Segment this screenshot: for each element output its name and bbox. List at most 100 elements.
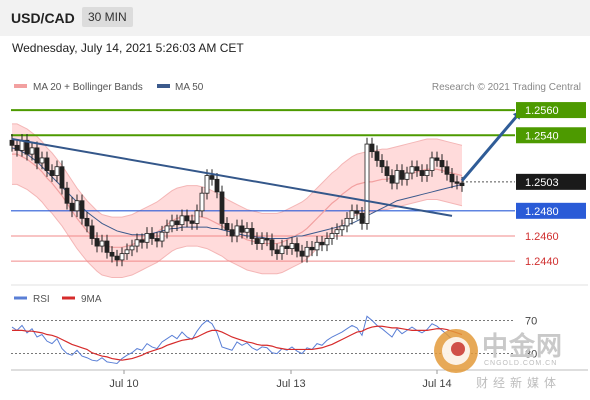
timeframe-button[interactable]: 30 MIN <box>82 7 133 27</box>
candle-body <box>189 220 195 224</box>
level-label-1.2540: 1.2540 <box>525 130 559 142</box>
candle-body <box>319 241 325 246</box>
projection-arrow-line <box>460 109 524 182</box>
candle-body <box>124 249 130 255</box>
candle-body <box>439 160 445 168</box>
candle-body <box>354 210 360 214</box>
candle-body <box>239 225 245 233</box>
level-labels-layer: 1.2560 1.2540 1.2503 1.2480 1.2460 1.2440 <box>516 102 586 268</box>
candle-body <box>119 253 125 261</box>
candle-body <box>129 245 135 251</box>
candle-body <box>299 250 305 257</box>
candle-body <box>344 217 350 227</box>
watermark-url: CNGOLD.COM.CN <box>484 360 558 367</box>
watermark-text: 中金网 <box>482 331 564 361</box>
candle-body <box>304 246 310 257</box>
candle-body <box>149 233 155 239</box>
candle-body <box>309 246 315 251</box>
candle-body <box>334 229 340 234</box>
candle-body <box>89 225 95 239</box>
legend-9ma: 9MA <box>81 294 102 305</box>
candle-body <box>54 166 60 176</box>
candle-body <box>144 233 150 243</box>
candle-body <box>389 175 395 184</box>
candle-body <box>199 192 205 212</box>
candles-layer <box>9 134 465 267</box>
candle-body <box>294 243 300 252</box>
candle-body <box>364 143 370 224</box>
legend-ma50: MA 50 <box>175 82 204 93</box>
datetime-label: Wednesday, July 14, 2021 5:26:03 AM CET <box>12 41 244 55</box>
candle-body <box>434 157 440 161</box>
candle-body <box>424 170 430 176</box>
candle-body <box>254 238 260 244</box>
candle-body <box>109 251 115 257</box>
candle-body <box>399 170 405 180</box>
candle-body <box>419 170 425 176</box>
candle-body <box>284 245 290 249</box>
candle-body <box>174 220 180 226</box>
symbol-label: USD/CAD <box>11 10 75 26</box>
candle-body <box>49 170 55 176</box>
candle-body <box>249 228 255 239</box>
candle-body <box>329 233 335 239</box>
level-label-1.2460: 1.2460 <box>525 231 559 243</box>
level-label-1.2503: 1.2503 <box>525 177 559 189</box>
candle-body <box>74 200 80 212</box>
candle-body <box>409 166 415 174</box>
candle-body <box>64 187 70 204</box>
candle-body <box>339 225 345 231</box>
candle-body <box>449 173 455 183</box>
candle-body <box>94 238 100 247</box>
candle-body <box>29 147 35 155</box>
candle-body <box>169 220 175 227</box>
bollinger-band-layer <box>12 123 463 279</box>
candle-body <box>34 147 40 164</box>
level-label-1.2560: 1.2560 <box>525 105 559 117</box>
rsi-level-label-70: 70 <box>525 315 537 327</box>
candle-body <box>359 212 365 224</box>
candle-body <box>214 178 220 193</box>
candle-body <box>224 223 230 231</box>
candle-body <box>404 172 410 180</box>
rsi-line <box>11 315 463 365</box>
candle-body <box>9 139 15 146</box>
candle-body <box>234 225 240 237</box>
candle-body <box>159 231 165 242</box>
level-tag-1.2540 <box>516 127 586 144</box>
candle-body <box>184 215 190 222</box>
chart-credit: Research © 2021 Trading Central <box>432 82 581 93</box>
candle-body <box>104 240 110 253</box>
candle-body <box>164 225 170 233</box>
candle-body <box>204 175 210 194</box>
x-tick-label: Jul 10 <box>109 378 138 390</box>
candle-body <box>194 210 200 224</box>
watermark-subtitle: 财经新媒体 <box>476 376 562 390</box>
candle-body <box>269 239 275 251</box>
level-tag-1.2480 <box>516 202 586 219</box>
candle-body <box>229 229 235 237</box>
level-label-1.2440: 1.2440 <box>525 256 559 268</box>
x-tick-label: Jul 14 <box>422 378 451 390</box>
candle-body <box>244 228 250 233</box>
candle-body <box>39 157 45 164</box>
watermark-logo-icon <box>434 329 478 373</box>
level-label-1.2480: 1.2480 <box>525 206 559 218</box>
candle-body <box>454 181 460 184</box>
candle-body <box>414 166 420 171</box>
candle-body <box>154 238 160 242</box>
candle-body <box>44 157 50 171</box>
bollinger-upper-line <box>12 123 463 218</box>
x-ticks-layer: Jul 10 Jul 13 Jul 14 <box>109 370 452 390</box>
legend-ma20: MA 20 + Bollinger Bands <box>33 82 143 93</box>
candle-body <box>264 238 270 241</box>
level-tag-1.2503 <box>516 173 586 190</box>
candle-body <box>274 249 280 255</box>
candle-body <box>79 200 85 219</box>
candle-body <box>459 182 465 187</box>
candle-body <box>14 144 20 151</box>
rsi-9ma-line <box>12 325 463 361</box>
candle-body <box>444 166 450 175</box>
